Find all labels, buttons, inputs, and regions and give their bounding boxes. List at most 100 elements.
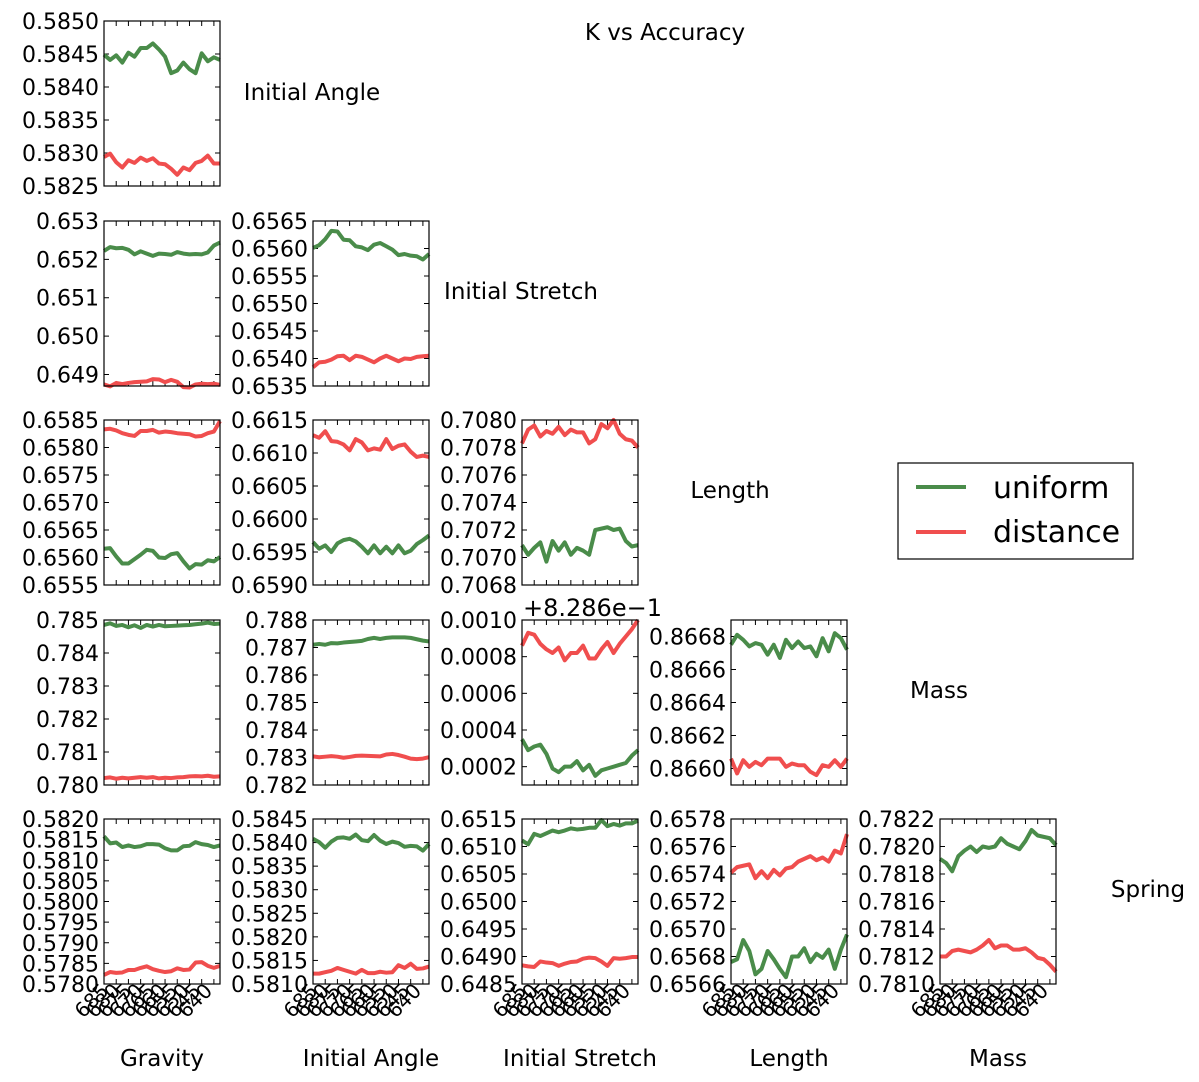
axes-frame [730,619,848,786]
y-tick-label: 0.785 [245,692,308,717]
series-line-uniform [730,933,849,980]
y-tick-label: 0.6565 [231,210,308,235]
y-tick-label: 0.7812 [858,946,935,971]
y-tick-label: 0.5810 [22,849,99,874]
y-tick-label: 0.6570 [649,918,726,943]
row-label-initial-stretch: Initial Stretch [444,279,598,305]
axes-frame [103,818,221,985]
row-label-length: Length [690,478,769,504]
series-line-distance [520,418,640,449]
column-label-initial-angle: Initial Angle [303,1046,439,1072]
axes-frame [939,818,1057,985]
y-tick-label: 0.6605 [231,475,308,500]
y-tick-label: 0.6535 [231,375,308,400]
series-line-uniform [938,828,1058,874]
y-tick-label: 0.5830 [231,879,308,904]
y-tick-label: 0.7822 [858,808,935,833]
series-line-uniform [103,546,222,571]
y-tick-label: 0.7820 [858,836,935,861]
y-tick-label: 0.5820 [231,926,308,951]
y-tick-label: 0.6580 [22,437,99,462]
series-line-uniform [312,635,430,647]
y-tick-label: 0.6574 [649,863,726,888]
y-tick-label: 0.6572 [649,891,726,916]
legend: uniform distance [897,462,1134,560]
y-tick-label: 0.7814 [858,918,935,943]
y-tick-label: 0.782 [36,708,99,733]
y-tick-label: 0.6485 [440,973,517,998]
column-label-initial-stretch: Initial Stretch [503,1046,657,1072]
subplot-initial-angle-spring: 0.58100.58150.58200.58250.58300.58350.58… [231,808,431,1023]
y-tick-label: 0.5805 [22,870,99,895]
y-tick-label: 0.781 [36,741,99,766]
axis-offset-label: +8.286e−1 [523,594,662,622]
column-label-length: Length [749,1046,828,1072]
y-tick-label: 0.6560 [22,547,99,572]
y-tick-label: 0.8660 [649,758,726,783]
y-tick-label: 0.7068 [440,574,517,599]
column-labels: Gravity Initial Angle Initial Stretch Lengt… [120,1046,1027,1072]
series-line-distance [312,751,430,762]
y-tick-label: 0.5825 [231,902,308,927]
y-tick-label: 0.7074 [440,492,517,517]
series-line-uniform [102,835,221,853]
y-tick-label: 0.7072 [440,519,517,544]
y-tick-label: 0.6505 [440,863,517,888]
series-line-uniform [729,631,849,660]
series-line-uniform [311,533,431,556]
axes-frame [103,20,221,187]
y-tick-label: 0.6540 [231,348,308,373]
y-tick-label: 0.649 [36,363,99,388]
y-tick-label: 0.6590 [231,574,308,599]
y-tick-label: 0.653 [36,210,99,235]
series-line-distance [103,960,221,977]
y-tick-label: 0.6550 [231,293,308,318]
figure-title: K vs Accuracy [585,20,745,46]
y-tick-label: 0.784 [245,719,308,744]
y-tick-label: 0.6566 [649,973,726,998]
y-tick-label: 0.5835 [231,855,308,880]
y-tick-label: 0.6615 [231,409,308,434]
y-tick-label: 0.0006 [440,682,517,707]
y-tick-label: 0.0008 [440,646,517,671]
y-tick-label: 0.0010 [440,609,517,634]
subplot-gravity-mass: 0.780 0.781 0.782 0.783 0.784 0.785 [36,609,221,799]
subplot-gravity-spring: 0.57800.57850.57900.57950.58000.58050.58… [22,808,221,1023]
y-tick-label: 0.783 [36,675,99,700]
series-line-uniform [312,228,431,262]
subplot-gravity-initial-angle: 0.5825 0.5830 0.5835 0.5840 0.5845 0.5850 [22,10,221,200]
y-tick-label: 0.5845 [22,43,99,68]
y-tick-label: 0.651 [36,287,99,312]
y-tick-label: 0.5835 [22,109,99,134]
y-tick-label: 0.6575 [22,464,99,489]
axes-frame [730,818,848,985]
legend-frame [897,462,1134,560]
y-tick-label: 0.6576 [649,836,726,861]
y-tick-label: 0.8664 [649,692,726,717]
y-tick-label: 0.7810 [858,973,935,998]
y-tick-label: 0.5810 [231,973,308,998]
y-tick-label: 0.786 [245,664,308,689]
y-tick-label: 0.0004 [440,719,517,744]
y-tick-label: 0.5820 [22,808,99,833]
y-tick-label: 0.650 [36,325,99,350]
y-tick-label: 0.6545 [231,320,308,345]
y-tick-label: 0.6585 [22,409,99,434]
series-line-distance [103,151,220,177]
axes-frame [521,619,639,786]
y-tick-label: 0.785 [36,609,99,634]
y-tick-label: 0.787 [245,637,308,662]
y-tick-label: 0.6500 [440,891,517,916]
y-tick-label: 0.7076 [440,464,517,489]
y-tick-label: 0.0002 [440,756,517,781]
series-line-distance [729,756,849,778]
row-label-mass: Mass [910,678,968,704]
y-tick-label: 0.5850 [22,10,99,35]
axes-frame [103,419,221,586]
series-line-distance [313,961,430,976]
y-tick-label: 0.6555 [22,574,99,599]
